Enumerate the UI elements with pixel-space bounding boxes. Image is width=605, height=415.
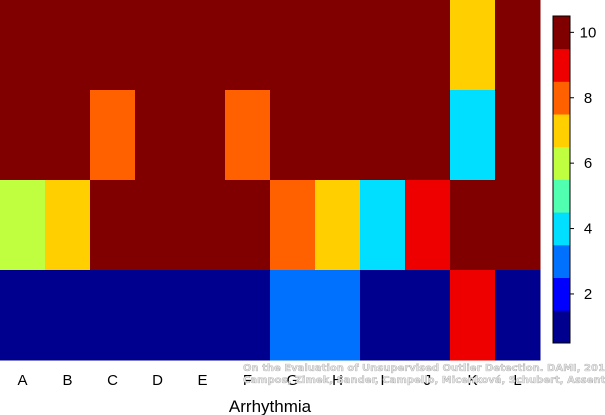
colorbar-tick-label-6: 6: [584, 155, 592, 172]
colorbar-tick-label-4: 4: [584, 221, 592, 238]
heatmap-cell-l-row-4: [495, 270, 541, 361]
x-tick-label-e: E: [197, 372, 207, 389]
x-tick-label-f: F: [243, 372, 252, 389]
heatmap-cell-j-row-3: [405, 180, 451, 271]
heatmap-cell-a-row-3: [0, 180, 46, 271]
heatmap-cell-k-row-4: [450, 270, 496, 361]
colorbar-segment-1: [553, 310, 570, 344]
heatmap-cell-e-row-1: [180, 0, 226, 91]
x-tick-labels: A B C D E F G H I J K L: [17, 372, 521, 389]
watermark-line-2: Campos, Zimek, Sander, Campello, Micenko…: [243, 374, 605, 386]
heatmap-cell-j-row-1: [405, 0, 451, 91]
x-tick-label-i: I: [380, 372, 384, 389]
heatmap-cell-d-row-1: [135, 0, 181, 91]
heatmap-cell-b-row-1: [45, 0, 91, 91]
x-tick-label-d: D: [152, 372, 163, 389]
heatmap-cell-g-row-4: [270, 270, 316, 361]
heatmap-cell-g-row-1: [270, 0, 316, 91]
colorbar-segment-5: [553, 179, 570, 213]
heatmap-cell-i-row-2: [360, 90, 406, 181]
heatmap-cell-l-row-3: [495, 180, 541, 271]
heatmap-cell-a-row-2: [0, 90, 46, 181]
heatmap-cell-a-row-1: [0, 0, 46, 91]
colorbar-segment-9: [553, 48, 570, 82]
heatmap-cell-d-row-4: [135, 270, 181, 361]
x-tick-label-g: G: [287, 372, 299, 389]
colorbar-segment-3: [553, 244, 570, 278]
heatmap-cell-e-row-4: [180, 270, 226, 361]
heatmap-cell-c-row-2: [90, 90, 136, 181]
colorbar-ticks: 2 4 6 8 10: [570, 24, 596, 303]
colorbar-segment-8: [553, 81, 570, 115]
x-tick-label-h: H: [332, 372, 343, 389]
heatmap-cell-d-row-3: [135, 180, 181, 271]
colorbar-segment-6: [553, 146, 570, 180]
heatmap-cell-f-row-3: [225, 180, 271, 271]
heatmap-cell-b-row-3: [45, 180, 91, 271]
heatmap-cell-f-row-2: [225, 90, 271, 181]
heatmap-cell-j-row-2: [405, 90, 451, 181]
heatmap-cell-k-row-3: [450, 180, 496, 271]
colorbar-segment-7: [553, 114, 570, 148]
heatmap-cell-i-row-4: [360, 270, 406, 361]
heatmap-cell-h-row-4: [315, 270, 361, 361]
heatmap-cell-f-row-4: [225, 270, 271, 361]
heatmap-cell-j-row-4: [405, 270, 451, 361]
heatmap-cell-e-row-3: [180, 180, 226, 271]
watermark: On the Evaluation of Unsupervised Outlie…: [243, 363, 605, 386]
heatmap-cell-f-row-1: [225, 0, 271, 91]
heatmap-cell-a-row-4: [0, 270, 46, 361]
x-tick-label-b: B: [62, 372, 72, 389]
heatmap-cell-d-row-2: [135, 90, 181, 181]
heatmap-cell-l-row-2: [495, 90, 541, 181]
heatmap-cell-k-row-2: [450, 90, 496, 181]
x-tick-label-a: A: [17, 372, 27, 389]
watermark-line-1: On the Evaluation of Unsupervised Outlie…: [243, 363, 605, 374]
heatmap-cell-h-row-3: [315, 180, 361, 271]
colorbar-segment-2: [553, 277, 570, 311]
heatmap-cell-k-row-1: [450, 0, 496, 91]
heatmap-cell-g-row-3: [270, 180, 316, 271]
heatmap-cell-l-row-1: [495, 0, 541, 91]
heatmap-cell-g-row-2: [270, 90, 316, 181]
x-tick-label-l: L: [513, 372, 521, 389]
colorbar-tick-label-2: 2: [584, 286, 592, 303]
heatmap-cell-b-row-2: [45, 90, 91, 181]
heatmap-cell-h-row-2: [315, 90, 361, 181]
heatmap-cell-i-row-1: [360, 0, 406, 91]
heatmap-cell-c-row-4: [90, 270, 136, 361]
heatmap-cell-b-row-4: [45, 270, 91, 361]
x-tick-label-c: C: [107, 372, 118, 389]
colorbar-segment-10: [553, 16, 570, 50]
heatmap-cells: [0, 0, 541, 361]
x-tick-label-j: J: [424, 372, 432, 389]
colorbar-segment-4: [553, 212, 570, 246]
x-axis-title: Arrhythmia: [229, 397, 312, 415]
colorbar: [552, 15, 571, 344]
heatmap-cell-c-row-1: [90, 0, 136, 91]
colorbar-tick-label-10: 10: [580, 24, 597, 41]
heatmap-cell-h-row-1: [315, 0, 361, 91]
x-tick-label-k: K: [467, 372, 477, 389]
heatmap-cell-i-row-3: [360, 180, 406, 271]
colorbar-tick-label-8: 8: [584, 90, 592, 107]
heatmap-cell-c-row-3: [90, 180, 136, 271]
colorbar-border: [552, 15, 571, 344]
heatmap-cell-e-row-2: [180, 90, 226, 181]
